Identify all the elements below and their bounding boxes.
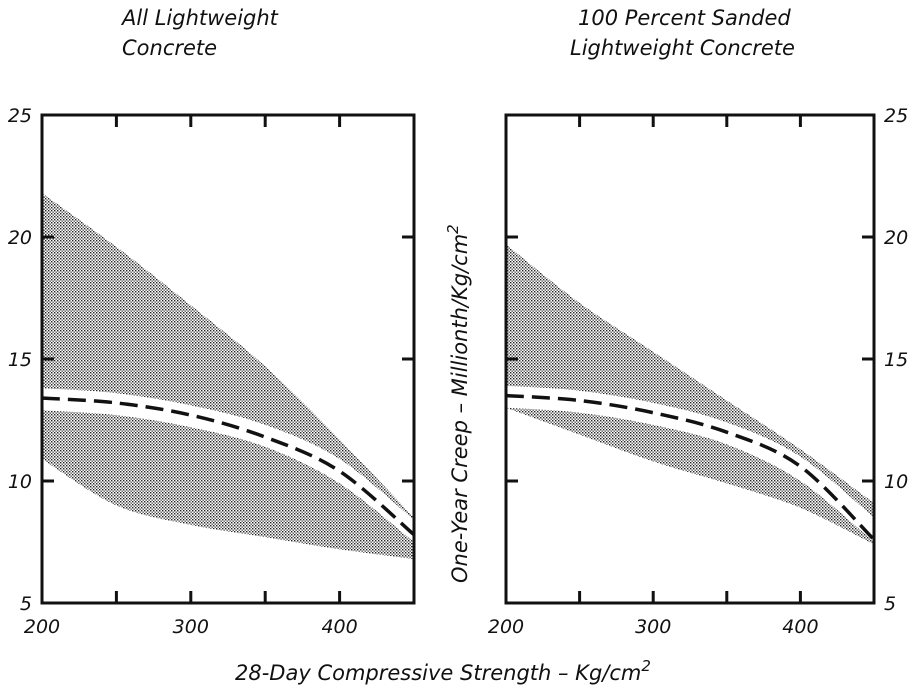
left-x-tick-label-200: 200 bbox=[24, 616, 60, 638]
right-y-tick-label-10: 10 bbox=[884, 471, 908, 493]
x-axis-label-text: 28-Day Compressive Strength – Kg/cm bbox=[235, 661, 641, 685]
right-x-tick-label-300: 300 bbox=[635, 616, 671, 638]
left-panel-title-line1: All Lightweight bbox=[120, 6, 279, 30]
y-axis-label: One-Year Creep – Millionth/Kg/cm2 bbox=[444, 224, 472, 583]
left-y-tick-label-15: 15 bbox=[8, 349, 32, 371]
left-panel-title-line2: Concrete bbox=[122, 36, 217, 60]
right-panel-title-line2: Lightweight Concrete bbox=[570, 36, 795, 60]
y-axis-label-superscript: 2 bbox=[444, 224, 462, 234]
right-y-tick-label-15: 15 bbox=[884, 349, 908, 371]
x-axis-label: 28-Day Compressive Strength – Kg/cm2 bbox=[235, 657, 651, 685]
left-mean-curve bbox=[41, 396, 416, 537]
left-y-tick-label-20: 20 bbox=[8, 227, 32, 249]
right-panel-title-line1: 100 Percent Sanded bbox=[578, 6, 791, 30]
right-lower-scatter-band bbox=[506, 407, 874, 545]
left-x-tick-label-400: 400 bbox=[321, 616, 357, 638]
right-y-tick-label-25: 25 bbox=[884, 105, 908, 127]
left-y-tick-label-10: 10 bbox=[8, 471, 32, 493]
right-y-tick-label-20: 20 bbox=[884, 227, 908, 249]
y-axis-label-text: One-Year Creep – Millionth/Kg/cm bbox=[448, 234, 472, 583]
x-axis-label-superscript: 2 bbox=[641, 657, 651, 675]
right-panel: 200 300 400 5 10 15 20 25 bbox=[488, 105, 908, 638]
right-x-tick-label-200: 200 bbox=[488, 616, 524, 638]
left-x-tick-label-300: 300 bbox=[173, 616, 209, 638]
right-upper-scatter-band bbox=[506, 244, 874, 518]
left-panel: 200 300 400 5 10 15 20 25 bbox=[8, 105, 416, 638]
left-y-tick-label-25: 25 bbox=[8, 105, 32, 127]
left-upper-scatter-band bbox=[42, 193, 414, 520]
right-y-tick-label-5: 5 bbox=[884, 593, 896, 615]
right-mean-curve bbox=[505, 393, 876, 541]
right-x-tick-label-400: 400 bbox=[782, 616, 818, 638]
left-y-tick-label-5: 5 bbox=[20, 593, 32, 615]
left-lower-scatter-band bbox=[42, 410, 414, 560]
